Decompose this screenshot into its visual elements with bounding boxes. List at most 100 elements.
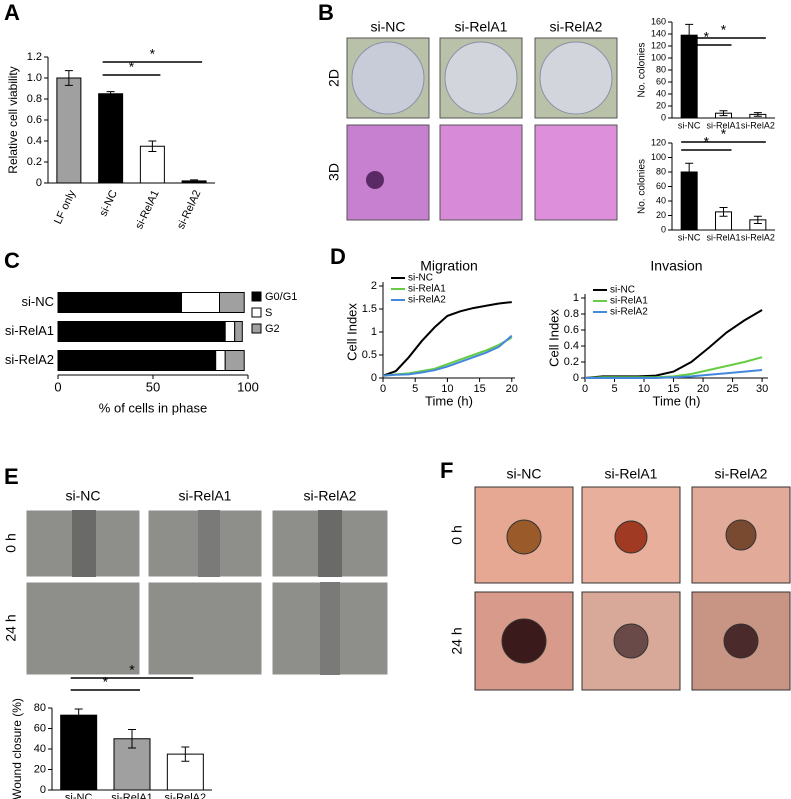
- y-axis-label: Cell Index: [344, 303, 359, 361]
- legend-label: si-RelA2: [610, 307, 648, 318]
- x-tick-label: 0: [582, 383, 588, 395]
- x-tick-label: si-NC: [678, 120, 701, 130]
- column-label: si-RelA2: [715, 466, 768, 482]
- y-axis-label: No. colonies: [637, 159, 648, 214]
- bar-segment: [57, 292, 182, 313]
- panel-letter: B: [318, 0, 334, 25]
- legend-label: G2: [265, 323, 280, 335]
- legend-label: si-RelA1: [610, 296, 648, 307]
- y-tick-label: 1.0: [27, 72, 42, 84]
- x-tick-label: si-RelA2: [165, 792, 207, 799]
- y-tick-label: 0.5: [362, 349, 377, 361]
- series-line: [584, 309, 763, 379]
- y-tick-label: 20: [656, 100, 666, 110]
- annotation: *: [150, 46, 156, 62]
- y-tick-label: 1: [573, 292, 579, 304]
- y-tick-label: 20: [656, 210, 666, 220]
- y-tick-label: 0.4: [564, 340, 579, 352]
- row-label: 2D: [326, 69, 342, 87]
- x-tick-label: si-RelA2: [741, 120, 775, 130]
- y-tick-label: 1.5: [362, 303, 377, 315]
- x-tick-label: 15: [667, 383, 679, 395]
- x-tick-label: 20: [506, 383, 518, 395]
- y-tick-label: si-NC: [22, 294, 55, 309]
- x-tick-label: 0: [54, 379, 61, 394]
- wound-images: [25, 509, 389, 676]
- bar-segment: [57, 350, 217, 371]
- error-bar: [181, 746, 190, 762]
- error-bar: [685, 162, 694, 182]
- column-label: si-RelA2: [550, 19, 603, 35]
- series-line: [382, 301, 512, 377]
- x-axis-label: Time (h): [425, 393, 473, 408]
- x-tick-label: si-NC: [678, 232, 701, 242]
- x-tick-label: 10: [441, 383, 453, 395]
- annotation: *: [129, 59, 135, 75]
- y-tick-label: 0.6: [564, 324, 579, 336]
- legend-swatch: [251, 323, 262, 334]
- row-label: 3D: [326, 163, 342, 181]
- dish-images: [346, 37, 618, 221]
- annotation: *: [103, 674, 109, 690]
- x-tick-label: 50: [146, 379, 160, 394]
- spheroid-images: [474, 486, 791, 691]
- error-bar: [753, 112, 762, 117]
- y-tick-label: 60: [656, 181, 666, 191]
- y-tick-label: si-RelA2: [5, 352, 54, 367]
- y-tick-label: 60: [656, 76, 666, 86]
- x-tick-label: 30: [756, 383, 768, 395]
- y-tick-label: 100: [651, 152, 666, 162]
- chart-title: Invasion: [650, 258, 702, 274]
- error-bar: [106, 91, 115, 97]
- legend-label: si-NC: [408, 273, 433, 284]
- y-tick-label: 0.2: [27, 156, 42, 168]
- y-tick-label: 0.2: [564, 356, 579, 368]
- bar-segment: [224, 350, 245, 371]
- panel-letter: E: [4, 464, 19, 489]
- y-tick-label: 80: [656, 64, 666, 74]
- bar: [139, 145, 165, 184]
- annotation: *: [721, 126, 727, 142]
- column-label: si-RelA2: [304, 488, 357, 504]
- column-label: si-NC: [371, 19, 406, 35]
- y-axis-label: Cell Index: [546, 309, 561, 367]
- error-bar: [719, 110, 728, 117]
- y-tick-label: 0: [40, 784, 46, 796]
- bar: [98, 93, 124, 184]
- bar: [56, 77, 82, 184]
- panel-letter: A: [4, 0, 20, 25]
- x-tick-label: LF only: [52, 188, 78, 226]
- y-tick-label: 20: [34, 763, 46, 775]
- legend-label: si-NC: [610, 285, 635, 296]
- panel-letter: F: [440, 458, 453, 483]
- error-bar: [685, 23, 694, 47]
- column-label: si-NC: [507, 466, 542, 482]
- error-bar: [74, 708, 83, 722]
- y-tick-label: 0: [371, 372, 377, 384]
- x-tick-label: si-RelA1: [111, 792, 153, 799]
- y-tick-label: 40: [34, 743, 46, 755]
- bar-segment: [181, 292, 220, 313]
- x-tick-label: 10: [638, 383, 650, 395]
- x-tick-label: si-RelA1: [706, 120, 740, 130]
- row-label: 24 h: [449, 627, 465, 654]
- y-tick-label: 2: [371, 280, 377, 292]
- series-line: [382, 334, 513, 377]
- y-tick-label: 0: [36, 177, 42, 189]
- y-tick-label: 80: [656, 166, 666, 176]
- y-tick-label: 100: [651, 52, 666, 62]
- x-axis-label: % of cells in phase: [99, 400, 207, 415]
- bar: [60, 714, 98, 791]
- column-label: si-NC: [66, 488, 101, 504]
- x-tick-label: 0: [380, 383, 386, 395]
- annotation: *: [704, 29, 710, 45]
- chart-title: Migration: [420, 258, 478, 274]
- error-bar: [753, 215, 762, 224]
- column-label: si-RelA1: [605, 466, 658, 482]
- legend-label: si-RelA1: [408, 284, 446, 295]
- panel-letter: C: [4, 248, 20, 273]
- legend-label: S: [265, 307, 272, 319]
- y-axis-label: Wound closure (%): [10, 698, 24, 799]
- annotation: *: [721, 22, 727, 38]
